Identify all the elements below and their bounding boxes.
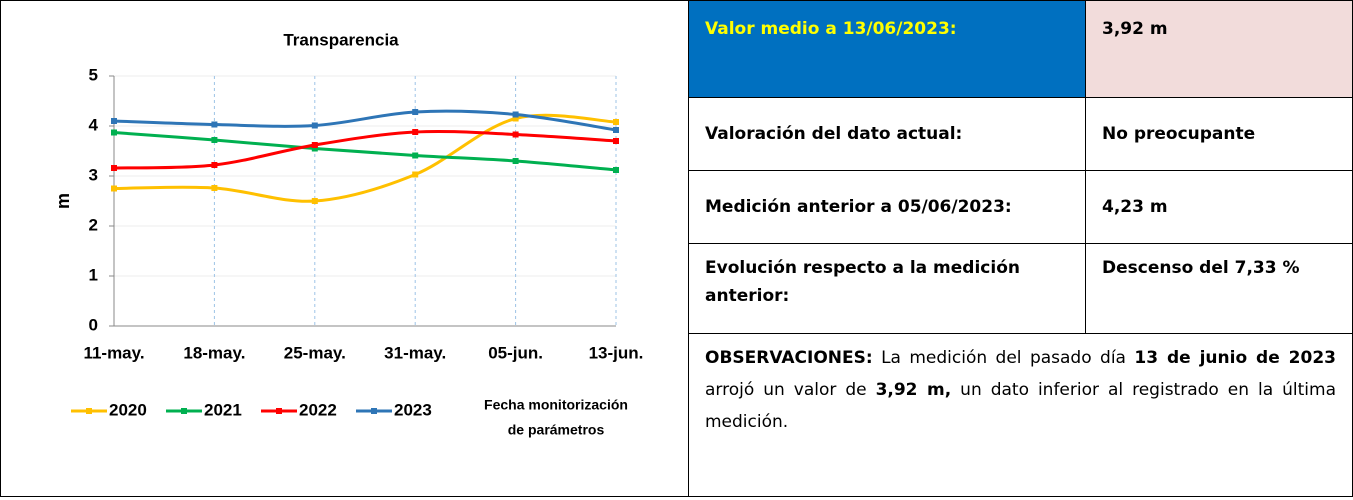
point [512,111,519,118]
point [211,162,218,168]
legend-marker [181,408,187,414]
chart-cell: Transparencia m Fecha monitorización de … [0,0,689,497]
y-tick-label: 4 [89,115,99,134]
x-tick-label: 11-may. [83,343,144,362]
point [613,127,619,133]
table-value: Descenso del 7,33 % [1085,243,1353,334]
table-label: Valor medio a 13/06/2023: [688,0,1086,98]
series-line [113,109,617,132]
table-label: Valoración del dato actual: [688,97,1086,171]
observations: OBSERVACIONES: La medición del pasado dí… [688,333,1353,497]
y-tick-label: 1 [89,265,98,284]
x-tick-label: 13-jun. [589,343,644,362]
point [512,158,519,164]
point [311,122,318,129]
point [111,118,117,124]
series-line [113,113,617,203]
x-tick-label: 25-may. [284,343,346,362]
observation-text: arrojó un valor de [705,380,876,400]
point [211,185,218,191]
x-axis-label: de parámetros [508,422,605,438]
y-tick-label: 2 [89,215,98,234]
point [311,142,318,148]
x-axis-label: Fecha monitorización [484,397,628,413]
legend-marker [371,408,377,414]
table-value: No preocupante [1085,97,1353,171]
legend-marker [276,408,282,414]
point [111,185,117,192]
point [311,145,318,152]
point [412,152,419,159]
observation-text: un dato inferior al registrado en la últ… [705,380,1336,432]
series-line [113,129,617,170]
y-tick-label: 0 [89,315,98,334]
table-label: Evolución respecto a la medición anterio… [688,243,1086,334]
point [412,171,419,178]
y-axis-label: m [53,193,73,209]
point [211,121,218,128]
legend-label: 2022 [299,400,337,419]
point [613,138,619,144]
legend-label: 2023 [394,400,432,419]
table-value: 3,92 m [1085,0,1353,98]
observation-text: OBSERVACIONES: [705,348,873,368]
x-tick-label: 18-may. [183,343,245,362]
legend-label: 2020 [109,400,147,419]
point [111,129,117,136]
point [412,109,419,115]
point [412,129,419,135]
table-label: Medición anterior a 05/06/2023: [688,170,1086,244]
observation-text: 3,92 m, [875,380,952,400]
point [613,119,619,125]
chart-title: Transparencia [283,30,399,49]
y-tick-label: 3 [89,165,98,184]
chart: Transparencia m Fecha monitorización de … [53,30,644,438]
point [311,198,318,204]
point [512,115,519,122]
x-tick-label: 05-jun. [488,343,543,362]
legend-marker [86,408,92,414]
series-line [113,131,617,172]
point [613,167,619,173]
point [111,165,117,171]
table-value: 4,23 m [1085,170,1353,244]
point [211,137,218,143]
x-tick-label: 31-may. [384,343,446,362]
y-tick-label: 5 [89,65,98,84]
observation-text: 13 de junio de 2023 [1134,348,1336,368]
observation-text: La medición del pasado día [872,348,1135,368]
point [512,131,519,138]
legend-label: 2021 [204,400,242,419]
